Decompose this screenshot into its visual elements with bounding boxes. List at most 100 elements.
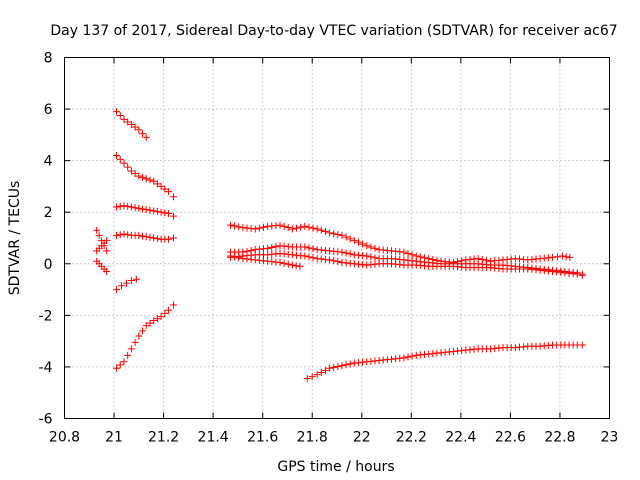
data-point (135, 204, 143, 212)
data-point (165, 188, 173, 196)
data-point (170, 234, 177, 242)
data-point (146, 233, 154, 241)
data-point (293, 224, 301, 232)
data-point (131, 123, 139, 131)
data-point (301, 222, 309, 230)
data-point (334, 258, 342, 266)
y-tick-label: 4 (44, 154, 53, 170)
data-point (578, 341, 586, 349)
data-point (346, 360, 354, 368)
plot-frame (64, 57, 610, 419)
data-point (150, 207, 158, 215)
data-point (342, 233, 350, 241)
data-point (338, 362, 346, 370)
data-point (153, 315, 161, 323)
data-point (326, 364, 334, 372)
x-tick-label: 20.8 (49, 430, 80, 446)
x-tick-label: 21.8 (297, 430, 328, 446)
data-point (103, 247, 111, 255)
series-seg-b3 (226, 249, 586, 279)
data-point (127, 345, 135, 353)
data-point (116, 231, 124, 239)
data-point (132, 275, 140, 283)
data-point (142, 206, 150, 214)
data-point (170, 212, 177, 220)
y-tick-label: 6 (44, 102, 53, 118)
data-point (350, 237, 358, 245)
data-point (135, 231, 143, 239)
data-point (124, 163, 132, 171)
data-point (113, 203, 121, 211)
data-point (313, 225, 321, 233)
data-point (157, 182, 165, 190)
data-point (301, 243, 309, 251)
data-point (150, 177, 158, 185)
data-point (235, 254, 243, 262)
data-point (305, 223, 313, 231)
data-point (120, 202, 128, 210)
data-point (113, 364, 121, 372)
data-point (367, 243, 375, 251)
data-point (363, 252, 371, 260)
data-point (303, 375, 311, 383)
data-point (301, 252, 309, 260)
y-tick-label: 2 (44, 205, 53, 221)
data-point (235, 223, 243, 231)
data-point (120, 230, 128, 238)
x-tick-label: 22.8 (544, 430, 575, 446)
data-point (165, 306, 173, 314)
data-point (321, 228, 329, 236)
data-point (116, 202, 124, 210)
series-seg-a1 (113, 108, 150, 141)
data-point (113, 151, 121, 159)
data-point (309, 224, 317, 232)
data-point (131, 338, 139, 346)
data-point (165, 210, 173, 218)
data-point (292, 262, 300, 270)
data-point (553, 253, 561, 261)
data-point (558, 252, 566, 260)
data-point (330, 363, 338, 371)
x-tick-label: 21.2 (148, 430, 179, 446)
data-point (116, 155, 124, 163)
data-point (342, 361, 350, 369)
data-point (330, 230, 338, 238)
data-point (226, 221, 234, 229)
data-point (93, 226, 101, 234)
data-point (272, 243, 280, 251)
data-point (116, 112, 124, 120)
data-point (127, 121, 135, 129)
data-point (408, 352, 416, 360)
data-point (359, 240, 367, 248)
data-point (124, 118, 132, 126)
x-tick-label: 21 (105, 430, 123, 446)
data-point (120, 358, 128, 366)
data-point (226, 252, 234, 260)
data-point (566, 253, 574, 261)
data-point (338, 231, 346, 239)
data-point (400, 354, 408, 362)
x-tick-labels: 20.8 21 21.2 21.4 21.6 21.8 22 22.2 22.4 22.6 22.8… (49, 430, 619, 446)
data-point (146, 319, 154, 327)
data-point (103, 268, 111, 276)
data-point (255, 224, 263, 232)
data-point (308, 373, 316, 381)
y-axis-label: SDTVAR / TECUs (7, 181, 23, 296)
data-point (150, 234, 158, 242)
data-point (161, 309, 169, 317)
data-point (297, 223, 305, 231)
y-tick-label: 0 (44, 257, 53, 273)
data-point (146, 206, 154, 214)
data-point (288, 261, 296, 269)
data-point (117, 282, 125, 290)
data-point (276, 221, 284, 229)
data-points (93, 108, 586, 383)
x-tick-label: 21.6 (247, 430, 278, 446)
data-point (231, 222, 239, 230)
data-point (284, 224, 292, 232)
series-early-c (93, 257, 111, 276)
data-point (346, 235, 354, 243)
data-point (153, 235, 161, 243)
data-point (342, 249, 350, 257)
data-point (251, 225, 259, 233)
